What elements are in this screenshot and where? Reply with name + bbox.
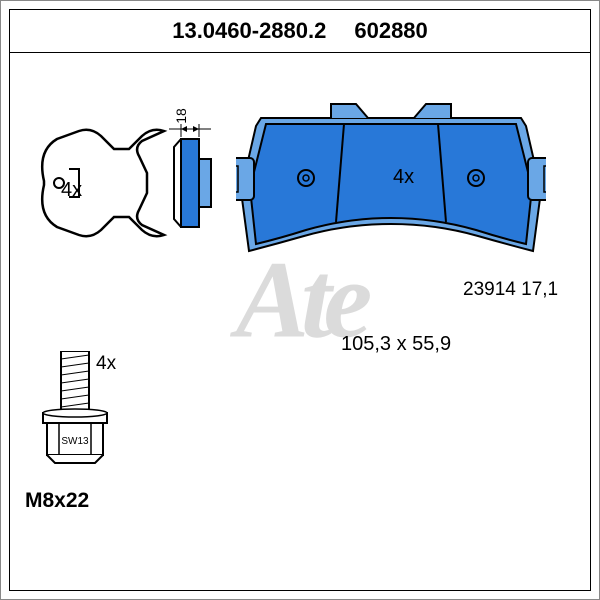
clip-quantity-label: 4x: [61, 179, 82, 202]
pad-quantity-label: 4x: [393, 166, 414, 189]
bolt-drawing: SW13: [33, 351, 153, 511]
dimensions-label: 105,3 x 55,9: [341, 333, 451, 356]
part-code: 602880: [354, 18, 427, 44]
part-number: 13.0460-2880.2: [172, 18, 326, 44]
plate-thickness-label: 18: [173, 108, 189, 124]
bolt-quantity-label: 4x: [96, 353, 116, 375]
bolt-spec-label: M8x22: [25, 489, 89, 513]
clip-drawing: [29, 121, 199, 251]
header-bar: 13.0460-2880.2 602880: [9, 9, 591, 53]
wva-code-label: 23914 17,1: [463, 279, 558, 301]
hex-marking-text: SW13: [61, 436, 89, 447]
brake-pad-drawing: [236, 96, 546, 271]
